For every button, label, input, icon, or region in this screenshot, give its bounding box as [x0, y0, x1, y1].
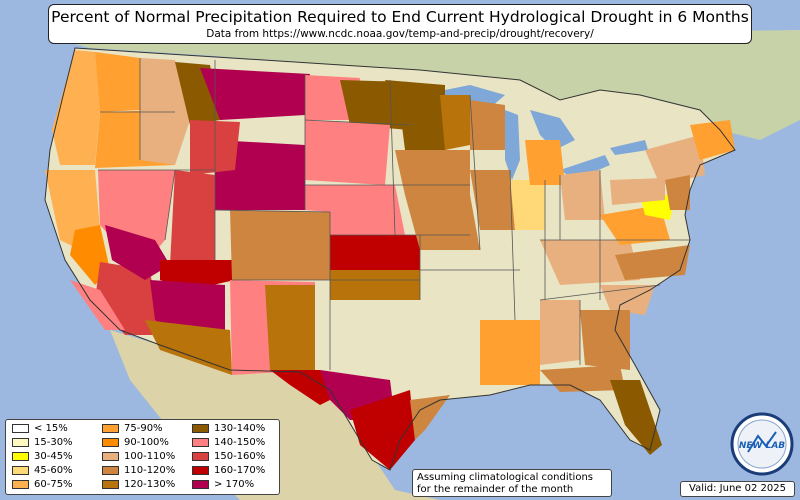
legend-item: 90-100% — [102, 437, 169, 449]
region-utah — [170, 170, 215, 265]
region-s-az — [145, 320, 232, 375]
legend-swatch — [192, 423, 209, 433]
legend-label: < 15% — [34, 423, 68, 434]
region-w-tx — [270, 370, 340, 405]
legend-swatch — [12, 423, 29, 433]
region-sc — [600, 285, 655, 315]
title-box: Percent of Normal Precipitation Required… — [48, 4, 752, 44]
region-socal-coast — [70, 280, 125, 330]
legend-swatch — [12, 465, 29, 475]
legend-label: > 170% — [214, 479, 255, 490]
legend-label: 60-75% — [34, 479, 73, 490]
region-c-mt — [200, 68, 310, 120]
region-e-mn — [440, 95, 470, 150]
legend-label: 110-120% — [124, 465, 176, 476]
region-ga — [580, 310, 630, 370]
region-ok — [330, 270, 420, 300]
legend-label: 75-90% — [124, 423, 163, 434]
valid-date: Valid: June 02 2025 — [680, 481, 795, 497]
legend-item: 45-60% — [12, 465, 73, 477]
legend: < 15% 15-30% 30-45% 45-60% 60-75% 75-90% 90-10… — [5, 419, 280, 495]
new-lab-logo: NEW LAB — [730, 412, 794, 476]
region-fl — [610, 380, 662, 455]
legend-label: 90-100% — [124, 437, 169, 448]
legend-item: 15-30% — [12, 437, 73, 449]
note-line-2: for the remainder of the month — [417, 484, 574, 495]
legend-item: 130-140% — [192, 423, 265, 435]
legend-swatch — [102, 465, 119, 475]
region-tx-coast — [410, 395, 450, 440]
region-in — [510, 180, 545, 230]
region-mi — [525, 140, 565, 185]
region-ms — [480, 320, 540, 385]
lake-ontario — [610, 140, 648, 155]
legend-item: < 15% — [12, 423, 68, 435]
legend-swatch — [102, 437, 119, 447]
mexico-land — [110, 330, 440, 500]
region-ny — [645, 135, 705, 185]
region-nc — [615, 245, 690, 280]
region-pa — [610, 178, 665, 205]
legend-item: 30-45% — [12, 451, 73, 463]
legend-label: 160-170% — [214, 465, 266, 476]
region-al — [540, 300, 580, 365]
region-iowa — [395, 150, 470, 195]
region-kansas — [330, 235, 420, 270]
region-wyoming — [215, 140, 305, 210]
lake-huron — [530, 110, 575, 150]
region-e-wa — [95, 52, 140, 112]
map-subtitle: Data from https://www.ncdc.noaa.gov/temp… — [206, 28, 594, 40]
region-missouri — [405, 195, 480, 250]
note-line-1: Assuming climatological conditions — [417, 472, 593, 483]
region-e-nm — [265, 285, 315, 370]
legend-label: 120-130% — [124, 479, 176, 490]
legend-swatch — [102, 451, 119, 461]
us-outline — [44, 47, 736, 471]
region-wi — [470, 100, 505, 150]
legend-label: 140-150% — [214, 437, 266, 448]
region-oh — [560, 170, 605, 220]
legend-swatch — [12, 451, 29, 461]
legend-label: 30-45% — [34, 451, 73, 462]
region-wa-or-coast — [52, 50, 100, 165]
legend-swatch — [102, 423, 119, 433]
legend-item: 160-170% — [192, 465, 265, 477]
legend-label: 100-110% — [124, 451, 176, 462]
legend-swatch — [12, 437, 29, 447]
canada-land — [60, 30, 800, 140]
legend-item: > 170% — [192, 479, 254, 491]
legend-swatch — [102, 479, 119, 489]
region-sd — [305, 120, 390, 185]
legend-label: 130-140% — [214, 423, 266, 434]
legend-swatch — [192, 479, 209, 489]
region-nj — [665, 175, 690, 210]
legend-swatch — [12, 479, 29, 489]
assumption-note: Assuming climatological conditions for t… — [412, 469, 612, 497]
legend-swatch — [192, 451, 209, 461]
map-title: Percent of Normal Precipitation Required… — [51, 8, 749, 26]
region-idaho — [140, 58, 190, 165]
region-ky-tn — [540, 240, 640, 285]
region-mojave — [105, 225, 170, 280]
legend-item: 100-110% — [102, 451, 175, 463]
legend-item: 75-90% — [102, 423, 163, 435]
legend-item: 140-150% — [192, 437, 265, 449]
legend-item: 60-75% — [12, 479, 73, 491]
legend-item: 120-130% — [102, 479, 175, 491]
legend-swatch — [192, 437, 209, 447]
legend-label: 150-160% — [214, 451, 266, 462]
logo-text: NEW LAB — [739, 441, 785, 451]
legend-label: 15-30% — [34, 437, 73, 448]
state-boundaries — [98, 58, 690, 370]
legend-item: 150-160% — [192, 451, 265, 463]
region-il — [470, 170, 515, 230]
region-new-england — [690, 120, 735, 160]
region-mn — [385, 80, 445, 150]
lake-michigan — [505, 110, 520, 180]
legend-swatch — [192, 465, 209, 475]
legend-label: 45-60% — [34, 465, 73, 476]
region-colorado — [230, 210, 330, 280]
legend-item: 110-120% — [102, 465, 175, 477]
